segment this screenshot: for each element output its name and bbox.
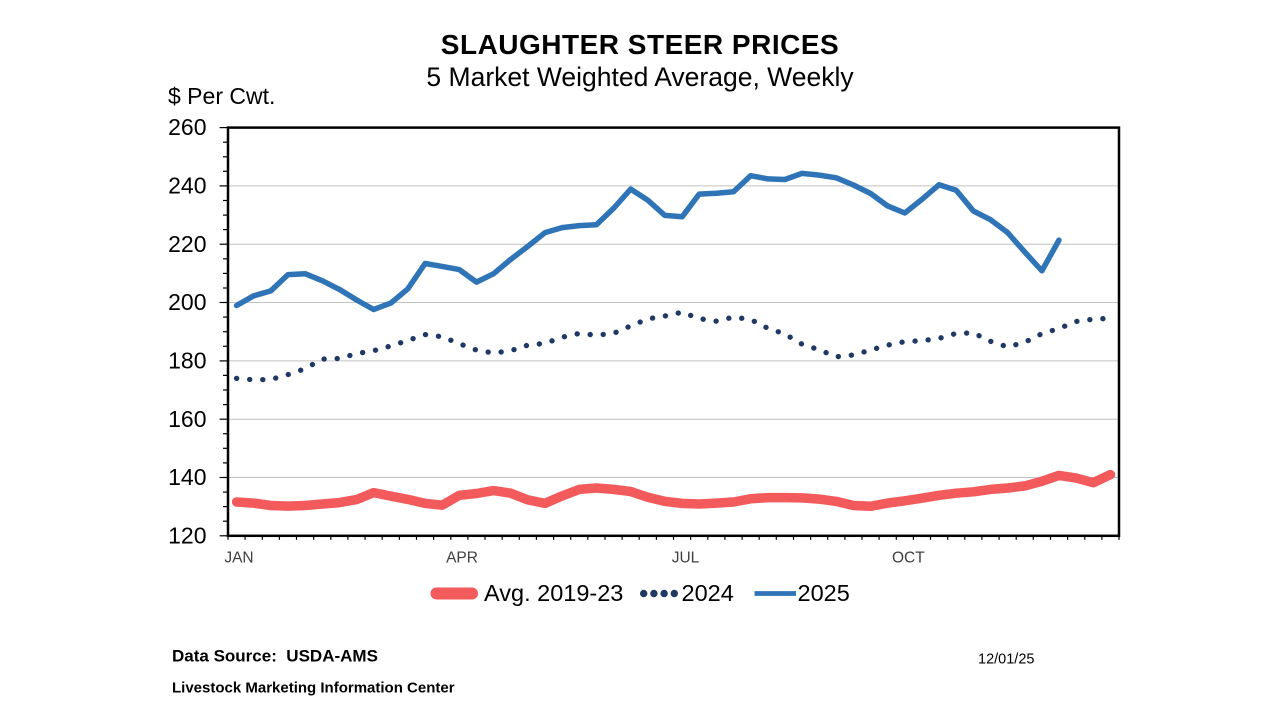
svg-text:2025: 2025 — [798, 580, 850, 606]
svg-text:JUL: JUL — [672, 550, 700, 567]
svg-text:180: 180 — [168, 348, 206, 374]
svg-text:120: 120 — [168, 522, 206, 548]
svg-text:260: 260 — [168, 114, 206, 140]
svg-text:12/01/25: 12/01/25 — [978, 652, 1034, 668]
svg-text:200: 200 — [168, 289, 206, 315]
svg-text:Data Source: USDA-AMS: Data Source: USDA-AMS — [172, 647, 378, 666]
svg-text:140: 140 — [168, 464, 206, 490]
svg-text:2024: 2024 — [682, 580, 734, 606]
svg-text:240: 240 — [168, 173, 206, 199]
svg-text:220: 220 — [168, 231, 206, 257]
svg-text:JAN: JAN — [224, 550, 253, 567]
svg-text:SLAUGHTER STEER PRICES: SLAUGHTER STEER PRICES — [441, 29, 839, 60]
svg-text:OCT: OCT — [892, 550, 925, 567]
svg-text:Avg. 2019-23: Avg. 2019-23 — [484, 580, 623, 606]
svg-text:5 Market Weighted Average, Wee: 5 Market Weighted Average, Weekly — [426, 62, 854, 92]
svg-text:Livestock Marketing Informatio: Livestock Marketing Information Center — [172, 680, 455, 697]
svg-text:APR: APR — [446, 550, 478, 567]
svg-text:$ Per Cwt.: $ Per Cwt. — [168, 83, 275, 109]
svg-text:160: 160 — [168, 406, 206, 432]
